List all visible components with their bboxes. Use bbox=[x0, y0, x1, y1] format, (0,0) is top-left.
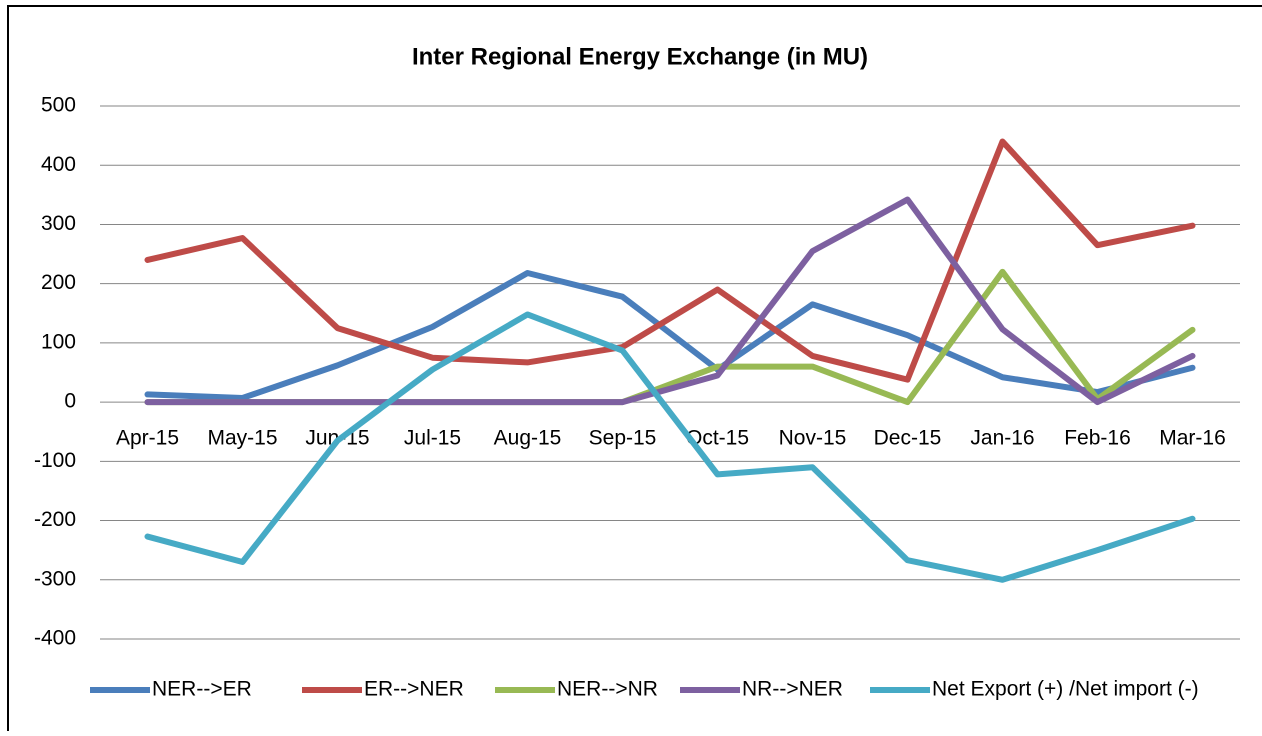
y-tick-label: 400 bbox=[41, 153, 76, 176]
legend-label: ER-->NER bbox=[364, 678, 464, 701]
y-tick-label: 100 bbox=[41, 330, 76, 353]
y-tick-label: -400 bbox=[34, 627, 76, 650]
y-tick-label: -100 bbox=[34, 449, 76, 472]
line-series bbox=[144, 138, 1196, 383]
x-tick-label: Oct-15 bbox=[686, 427, 749, 450]
y-tick-label: 200 bbox=[41, 271, 76, 294]
x-tick-label: Jul-15 bbox=[404, 427, 461, 450]
x-tick-label: May-15 bbox=[207, 427, 277, 450]
x-tick-label: Jan-16 bbox=[970, 427, 1034, 450]
x-tick-label: Aug-15 bbox=[494, 427, 562, 450]
legend-label: NER-->ER bbox=[152, 678, 252, 701]
y-tick-label: 0 bbox=[64, 390, 76, 413]
legend-label: NER-->NR bbox=[557, 678, 658, 701]
line-series bbox=[144, 270, 1196, 401]
x-tick-label: Dec-15 bbox=[874, 427, 942, 450]
y-tick-label: 500 bbox=[41, 94, 76, 117]
x-tick-label: Feb-16 bbox=[1064, 427, 1131, 450]
x-tick-label: Mar-16 bbox=[1159, 427, 1226, 450]
y-tick-label: -300 bbox=[34, 567, 76, 590]
chart-title: Inter Regional Energy Exchange (in MU) bbox=[412, 43, 868, 70]
legend-label: NR-->NER bbox=[742, 678, 843, 701]
y-tick-label: 300 bbox=[41, 212, 76, 235]
x-tick-label: Sep-15 bbox=[589, 427, 657, 450]
x-tick-label: Nov-15 bbox=[779, 427, 847, 450]
legend-label: Net Export (+) /Net import (-) bbox=[932, 678, 1199, 701]
line-series bbox=[144, 196, 1196, 406]
y-tick-label: -200 bbox=[34, 508, 76, 531]
line-series bbox=[144, 311, 1196, 583]
frame bbox=[7, 5, 1262, 736]
x-tick-label: Apr-15 bbox=[116, 427, 179, 450]
